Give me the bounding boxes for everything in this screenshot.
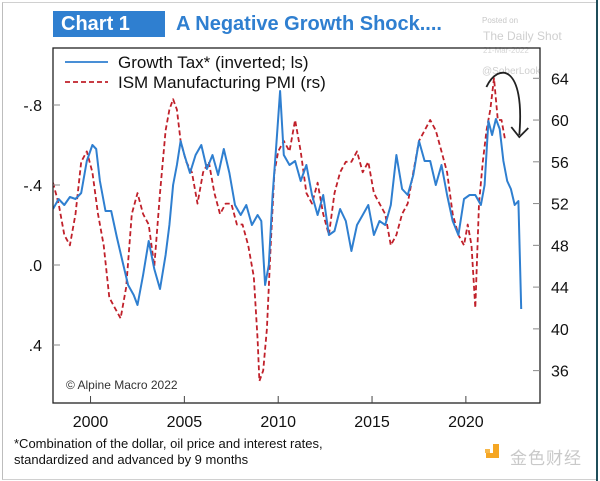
curved-arrow-icon: [485, 71, 522, 136]
y-right-tick-label: 40: [551, 322, 569, 339]
x-tick-label: 2015: [354, 414, 390, 431]
series-line-growth-tax: [53, 90, 523, 310]
y-left-tick-label: .0: [29, 258, 42, 275]
chart-title: A Negative Growth Shock....: [176, 13, 442, 35]
series-line-ism-pmi: [53, 77, 507, 382]
legend-label-ism: ISM Manufacturing PMI (rs): [118, 73, 326, 92]
y-right-tick-label: 52: [551, 197, 569, 214]
y-right-tick-label: 36: [551, 364, 569, 381]
plot-border: [52, 47, 541, 404]
x-tick-label: 2020: [448, 414, 484, 431]
y-right-tick-label: 44: [551, 280, 569, 297]
footnote-line-2: standardized and advanced by 9 months: [14, 452, 249, 467]
watermark-handle: @SoberLook: [482, 66, 541, 77]
arrowhead-icon: [510, 126, 529, 139]
x-tick-label: 2010: [260, 414, 296, 431]
y-left-tick-label: .4: [29, 338, 42, 355]
legend-label-growth-tax: Growth Tax* (inverted; ls): [118, 53, 309, 72]
y-left-tick-label: -.4: [23, 178, 42, 195]
footnote-line-1: *Combination of the dollar, oil price an…: [14, 436, 323, 451]
jinse-logo-icon: [485, 444, 499, 458]
y-right-tick-label: 60: [551, 113, 569, 130]
y-left-tick-label: -.8: [23, 98, 42, 115]
chart-number-label: Chart 1: [53, 11, 165, 37]
copyright-note: © Alpine Macro 2022: [66, 378, 178, 392]
watermark-source: The Daily Shot: [483, 29, 562, 43]
jinse-logo-text: 金色财经: [510, 449, 582, 468]
watermark-posted: Posted on: [482, 16, 519, 25]
x-tick-label: 2005: [167, 414, 203, 431]
frame-right-border: [596, 0, 598, 481]
watermark-date: 21-Mar-2022: [483, 46, 529, 55]
x-tick-label: 2000: [73, 414, 109, 431]
y-right-tick-label: 56: [551, 155, 569, 172]
y-right-tick-label: 48: [551, 238, 569, 255]
y-right-tick-label: 64: [551, 71, 569, 88]
